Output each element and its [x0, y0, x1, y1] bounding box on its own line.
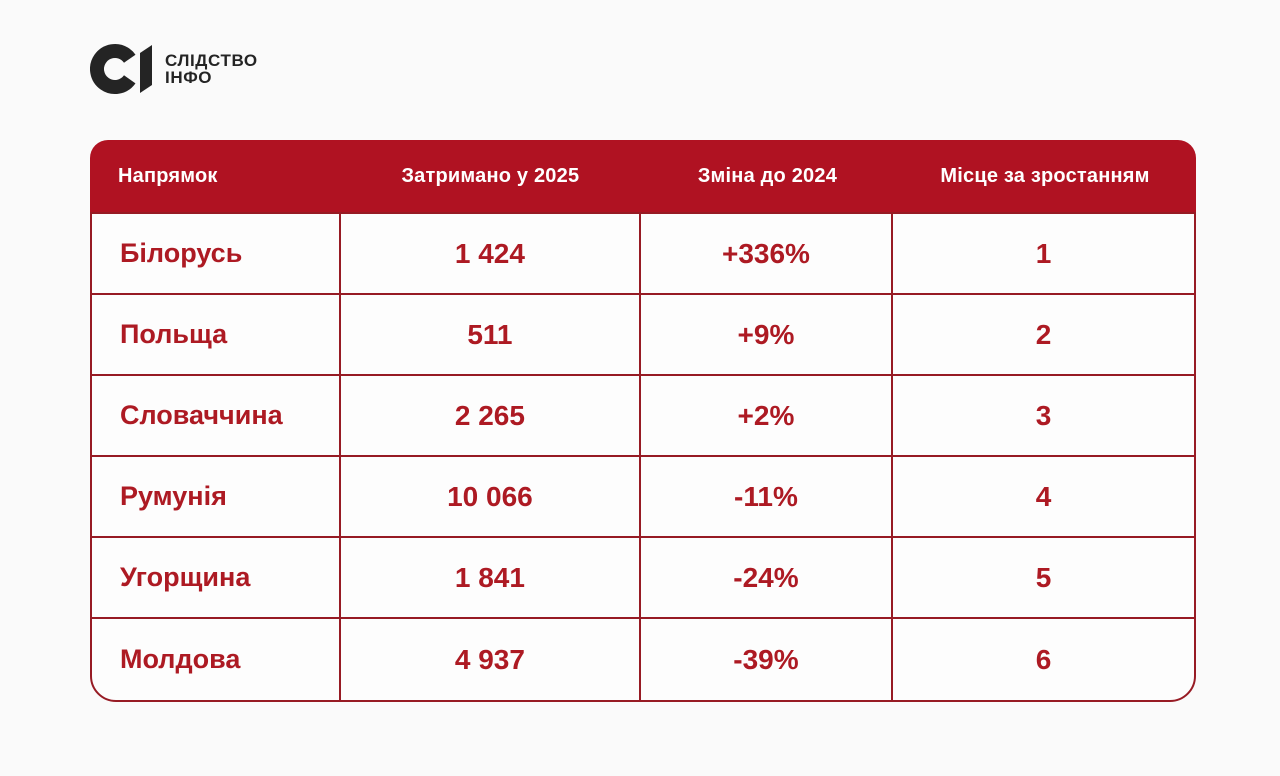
cell-rank: 3 — [1035, 399, 1052, 431]
cell-detained: 10 066 — [341, 457, 641, 536]
table-row-slovakia: Словаччина 2 265 +2% 3 — [92, 376, 1194, 457]
table-row-moldova: Молдова 4 937 -39% 6 — [92, 619, 1194, 700]
table-row-poland: Польща 511 +9% 2 — [92, 295, 1194, 376]
detentions-table: Напрямок Затримано у 2025 Зміна до 2024 … — [90, 140, 1196, 702]
cell-rank: 4 — [1035, 480, 1052, 512]
column-header-direction: Напрямок — [118, 164, 218, 187]
cell-change: -11% — [641, 457, 894, 536]
column-header-change-2024: Зміна до 2024 — [697, 164, 838, 187]
cell-direction: Молдова — [92, 619, 342, 700]
table-body: Білорусь 1 424 +336% 1 Польща 511 +9% 2 … — [90, 212, 1196, 702]
slidstvo-info-logo: СЛІДСТВО ІНФО — [90, 42, 258, 96]
logo-line1: СЛІДСТВО — [165, 51, 258, 70]
cell-detained: 2 265 — [341, 376, 641, 455]
cell-detained: 511 — [341, 295, 641, 374]
cell-rank: 2 — [1035, 318, 1052, 350]
cell-rank: 1 — [1035, 237, 1052, 269]
logo-line2: ІНФО — [165, 68, 213, 87]
table-row-hungary: Угорщина 1 841 -24% 5 — [92, 538, 1194, 619]
cell-direction: Румунія — [92, 457, 342, 536]
cell-direction: Словаччина — [92, 376, 342, 455]
column-header-detained-2025: Затримано у 2025 — [401, 164, 580, 187]
table-row-belarus: Білорусь 1 424 +336% 1 — [92, 214, 1194, 295]
table-row-romania: Румунія 10 066 -11% 4 — [92, 457, 1194, 538]
slidstvo-mark-icon — [90, 44, 152, 94]
cell-change: +336% — [641, 214, 894, 293]
cell-rank: 6 — [1035, 643, 1052, 675]
cell-direction: Польща — [92, 295, 342, 374]
cell-change: -39% — [641, 619, 894, 700]
column-header-rank: Місце за зростанням — [940, 164, 1150, 187]
cell-detained: 4 937 — [341, 619, 641, 700]
cell-detained: 1 424 — [341, 214, 641, 293]
cell-change: +9% — [641, 295, 894, 374]
table-header-row: Напрямок Затримано у 2025 Зміна до 2024 … — [90, 140, 1196, 212]
cell-change: -24% — [641, 538, 894, 617]
cell-detained: 1 841 — [341, 538, 641, 617]
cell-change: +2% — [641, 376, 894, 455]
cell-direction: Угорщина — [92, 538, 342, 617]
cell-direction: Білорусь — [92, 214, 342, 293]
logo-wordmark: СЛІДСТВО ІНФО — [165, 52, 258, 86]
cell-rank: 5 — [1035, 561, 1052, 593]
